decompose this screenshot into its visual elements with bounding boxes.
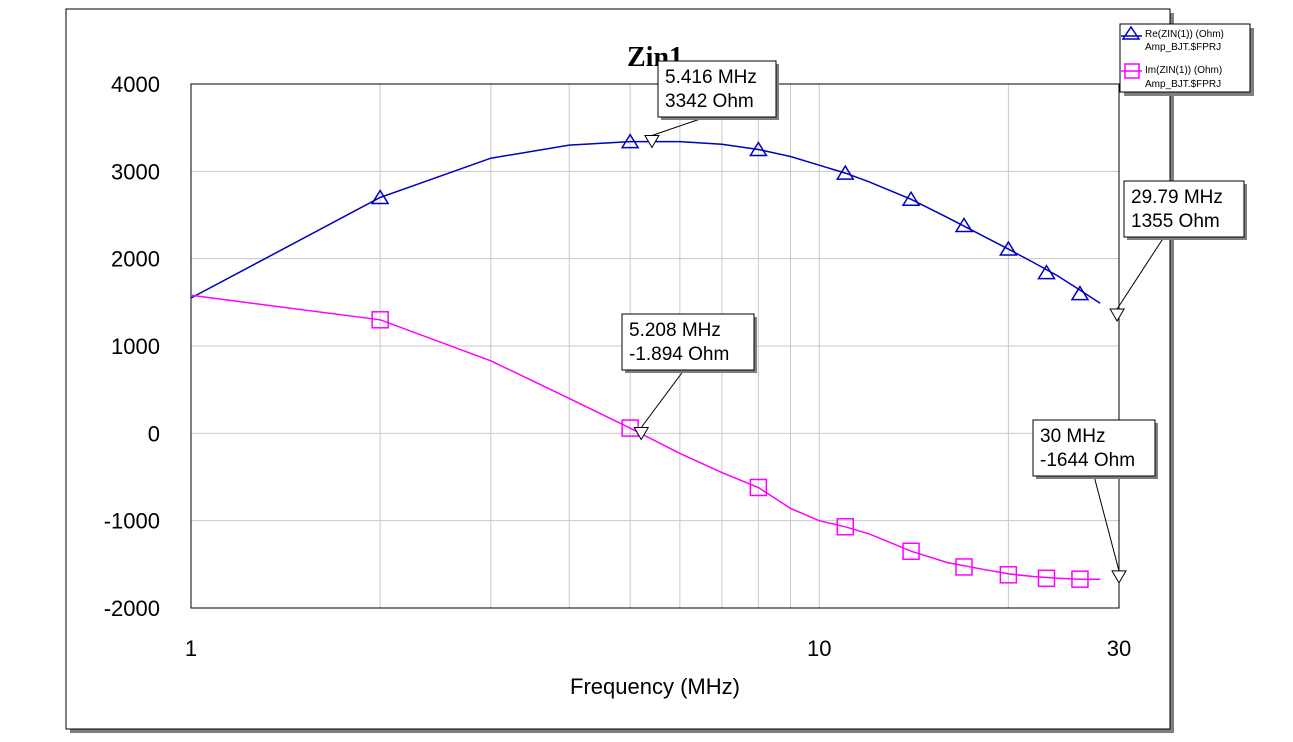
x-tick-label: 30 [1107,636,1131,661]
legend-project-re: Amp_BJT.$FPRJ [1145,42,1221,53]
annotation-value: -1.894 Ohm [629,344,729,365]
legend-square-icon [1124,63,1140,79]
legend: Re(ZIN(1)) (Ohm) Amp_BJT.$FPRJ Im(ZIN(1)… [1119,23,1254,96]
data-point-square [1037,569,1056,588]
data-point-square [955,558,973,576]
annotation-value: 3342 Ohm [665,91,754,112]
data-point-triangle [370,189,390,205]
legend-project-im: Amp_BJT.$FPRJ [1145,79,1221,90]
annotation-box [1123,180,1245,238]
chart-frame [65,8,1171,730]
x-axis-ticks: 1 10 30 [185,636,1131,661]
data-point-square [999,566,1018,584]
data-point-triangle [901,190,921,207]
annotations: 5.416 MHz 3342 Ohm 29.79 MHz 1355 Ohm 5.208 … [621,60,1247,584]
legend-label-re: Re(ZIN(1)) (Ohm) [1145,29,1224,40]
annotation-box [657,60,777,118]
data-point-triangle [835,164,855,180]
y-tick-label: 0 [148,421,160,446]
series-layer [190,133,1101,588]
data-point-triangle [749,141,768,157]
annotation-marker-icon [644,134,660,149]
data-point-square [836,518,855,536]
annotation-box [1032,419,1156,477]
annotation-marker-icon [1109,308,1125,322]
annotation-marker-icon [1111,570,1127,584]
data-point-triangle [1070,285,1090,301]
legend-triangle-icon [1121,25,1141,40]
y-tick-label: 1000 [111,334,160,359]
annotation-leader-line [651,116,707,136]
data-point-triangle [620,133,640,149]
data-point-triangle [999,240,1018,256]
x-tick-label: 10 [807,636,831,661]
data-point-square [749,478,768,497]
y-tick-label: 4000 [111,72,160,97]
y-tick-label: -1000 [104,509,160,534]
annotation-frequency: 30 MHz [1040,426,1105,447]
series-line-0 [190,140,1101,304]
annotation-leader-line [1116,236,1165,310]
annotation-value: 1355 Ohm [1131,211,1220,232]
x-axis-label: Frequency (MHz) [570,674,740,699]
annotation-box [621,313,755,371]
annotation-value: -1644 Ohm [1040,450,1135,471]
data-point-square [1071,570,1089,588]
data-point-square [371,311,389,329]
annotation-leader-line [640,369,685,428]
plot-area-border [190,83,1120,609]
legend-label-im: Im(ZIN(1)) (Ohm) [1145,65,1222,76]
data-point-triangle [954,217,974,233]
series-line-1 [190,294,1101,580]
x-tick-label: 1 [185,636,197,661]
annotation-marker-icon [633,426,650,441]
data-point-triangle [1037,264,1056,280]
y-tick-label: 2000 [111,247,160,272]
data-point-square [902,542,920,560]
y-axis-ticks: 4000 3000 2000 1000 0 -1000 -2000 [104,72,160,621]
y-tick-label: -2000 [104,596,160,621]
y-tick-label: 3000 [111,159,160,184]
annotation-leader-line [1093,475,1120,572]
annotation-frequency: 5.208 MHz [629,320,721,341]
annotation-frequency: 5.416 MHz [665,67,757,88]
annotation-frequency: 29.79 MHz [1131,187,1223,208]
